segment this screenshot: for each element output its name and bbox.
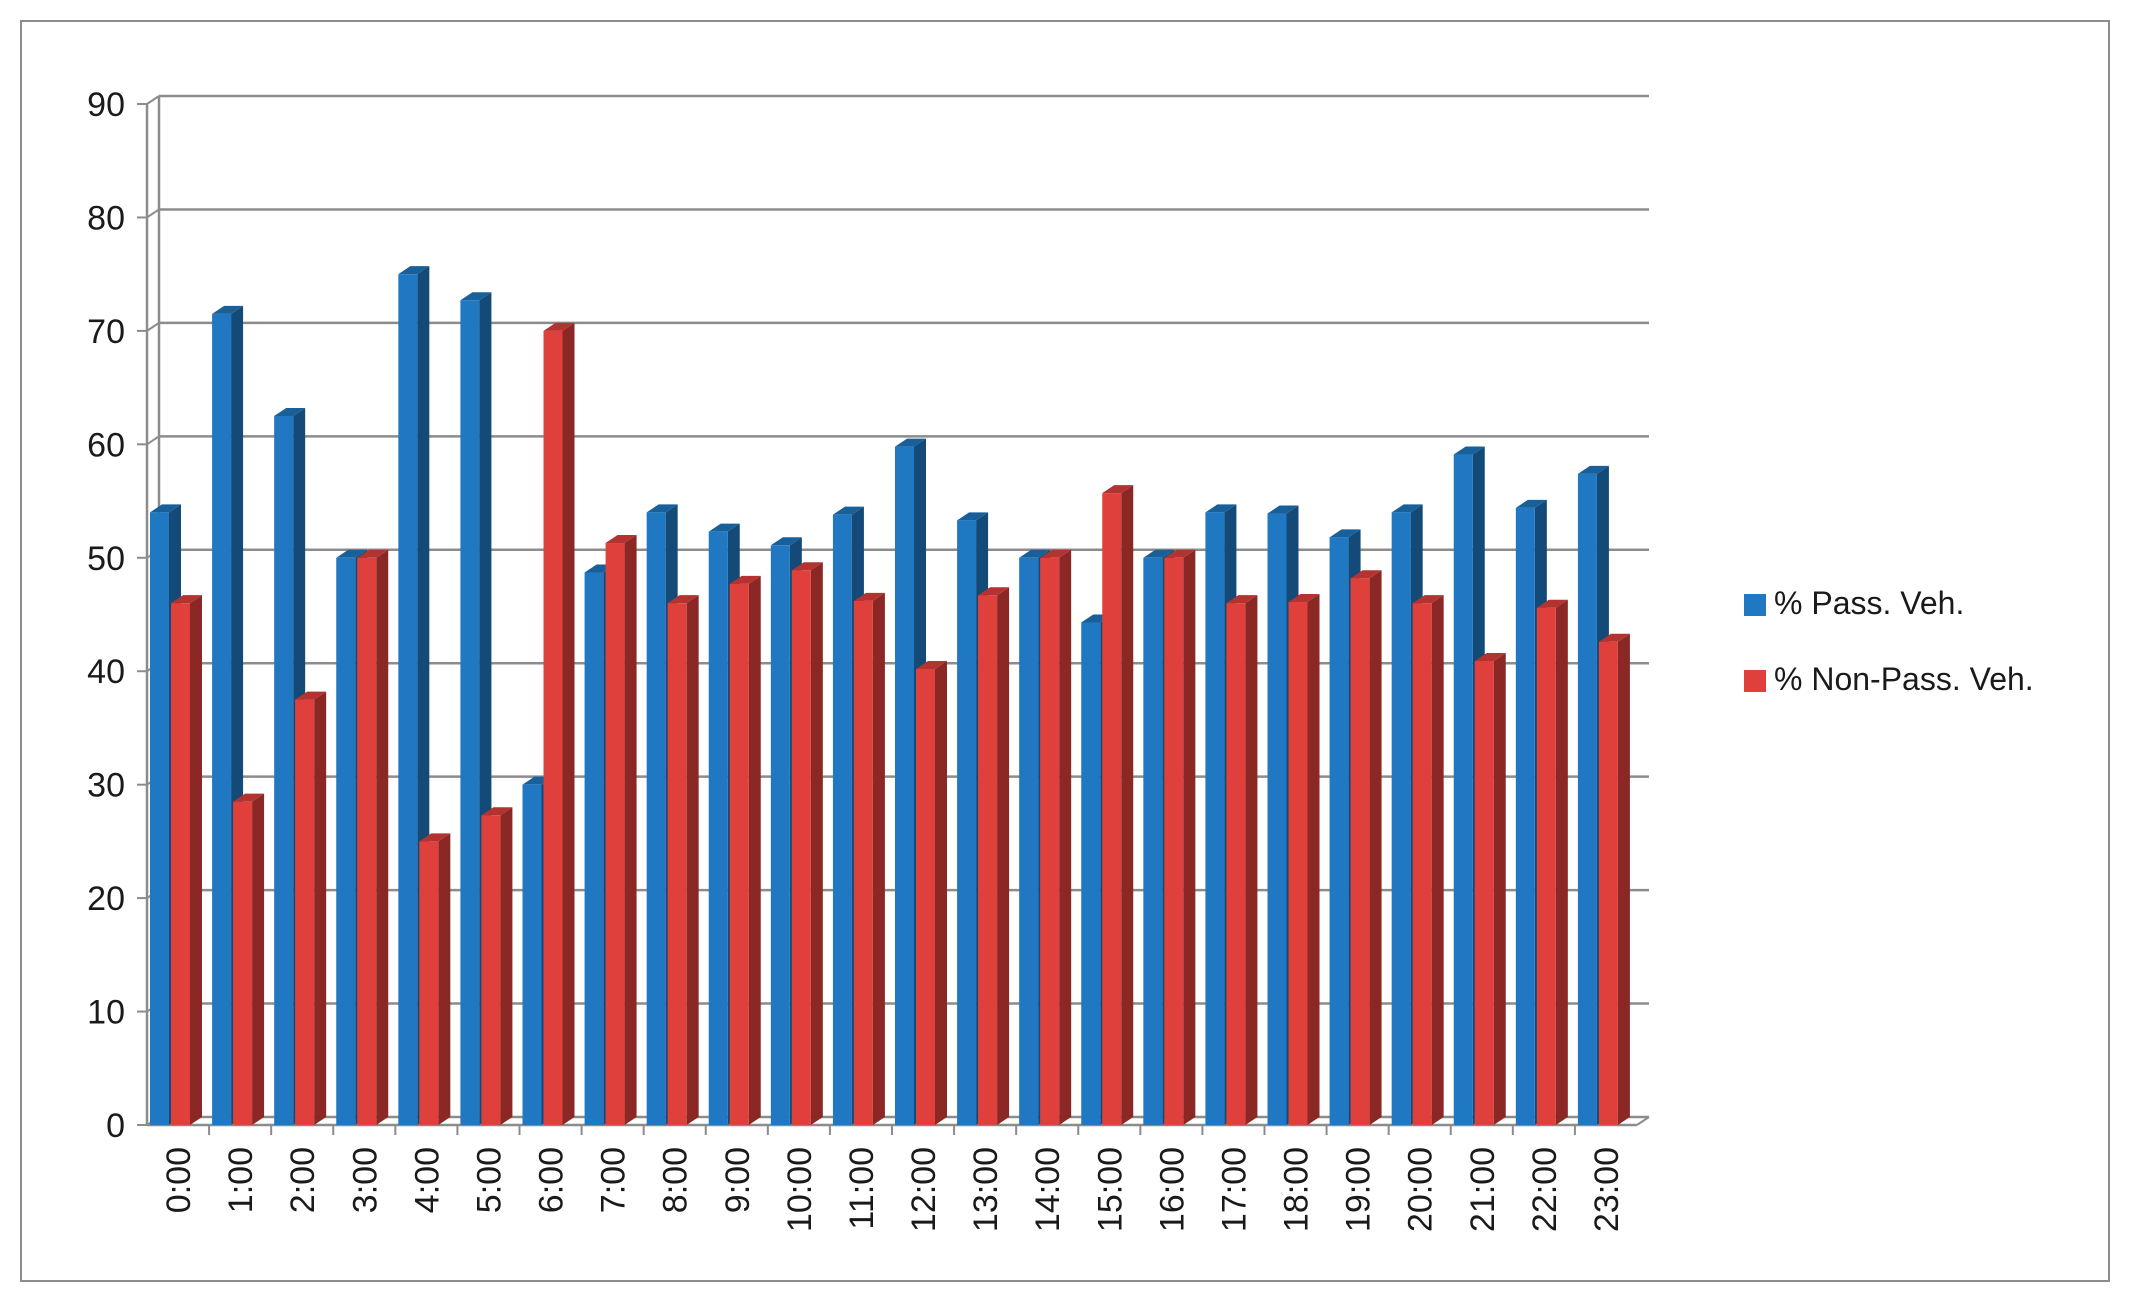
- y-tick-label: 80: [87, 199, 125, 237]
- x-tick-label: 15:00: [1091, 1147, 1129, 1232]
- gridline-depth: [146, 95, 160, 105]
- x-tick-label: 14:00: [1029, 1147, 1067, 1232]
- y-tick-label: 60: [87, 426, 125, 464]
- gridline-depth: [146, 208, 160, 219]
- bar-non-pass-veh: [543, 322, 575, 1125]
- bar-non-pass-veh: [1412, 595, 1444, 1125]
- bar-non-pass-veh: [1598, 633, 1630, 1125]
- y-tick-label: 90: [87, 86, 125, 124]
- bar-non-pass-veh: [605, 535, 637, 1125]
- bar-non-pass-veh: [419, 833, 451, 1125]
- x-tick-label: 3:00: [346, 1147, 384, 1213]
- bar-non-pass-veh: [233, 793, 265, 1125]
- legend-swatch: [1744, 594, 1766, 616]
- x-tick-label: 9:00: [719, 1147, 757, 1213]
- x-tick-label: 16:00: [1153, 1147, 1191, 1232]
- x-tick-label: 19:00: [1340, 1147, 1378, 1232]
- bar-non-pass-veh: [978, 587, 1010, 1125]
- bar-non-pass-veh: [729, 575, 761, 1125]
- x-tick-label: 22:00: [1526, 1147, 1564, 1232]
- bar-non-pass-veh: [1536, 599, 1568, 1125]
- x-tick-label: 21:00: [1464, 1147, 1502, 1232]
- x-tick-label: 1:00: [222, 1147, 260, 1213]
- legend-swatch: [1744, 670, 1766, 692]
- bar-non-pass-veh: [481, 807, 513, 1125]
- x-tick-label: 18:00: [1278, 1147, 1316, 1232]
- bars: [150, 266, 1630, 1126]
- bar-non-pass-veh: [1102, 485, 1134, 1125]
- legend-item-non-pass-veh: % Non-Pass. Veh.: [1744, 661, 2034, 697]
- x-tick-label: 7:00: [595, 1147, 633, 1213]
- x-tick-label: 17:00: [1215, 1147, 1253, 1232]
- x-axis-tick-labels: 0:00 1:00 2:00 3:00 4:00 5:00 6:00 7:00 8:00 9:00…: [160, 1147, 1626, 1232]
- legend-label: % Non-Pass. Veh.: [1774, 661, 2034, 697]
- bar-non-pass-veh: [357, 549, 389, 1125]
- bar-non-pass-veh: [171, 595, 202, 1125]
- x-tick-label: 23:00: [1588, 1147, 1626, 1232]
- gridline-depth: [146, 322, 160, 332]
- bar-non-pass-veh: [791, 562, 823, 1125]
- bar-non-pass-veh: [1288, 594, 1320, 1125]
- gridline-depth: [146, 435, 160, 446]
- x-tick-label: 6:00: [533, 1147, 571, 1213]
- bar-non-pass-veh: [1040, 549, 1072, 1125]
- x-tick-label: 10:00: [781, 1147, 819, 1232]
- bar-non-pass-veh: [853, 592, 885, 1125]
- bar-non-pass-veh: [667, 595, 699, 1125]
- x-tick-label: 2:00: [284, 1147, 322, 1213]
- bar-non-pass-veh: [916, 660, 947, 1125]
- x-tick-label: 5:00: [470, 1147, 508, 1213]
- bar-chart: 0 10 20 30 40 50 60 70 80 90 0:00 1:00 2:00 3:00 4:00…: [87, 86, 2034, 1232]
- x-tick-label: 4:00: [408, 1147, 446, 1213]
- bar-non-pass-veh: [1226, 595, 1258, 1125]
- x-tick-label: 11:00: [843, 1147, 881, 1230]
- bar-non-pass-veh: [1164, 549, 1196, 1125]
- y-tick-label: 70: [87, 313, 125, 351]
- y-tick-label: 0: [106, 1107, 125, 1145]
- x-tick-label: 0:00: [160, 1147, 198, 1213]
- x-tick-label: 20:00: [1402, 1147, 1440, 1232]
- x-axis-depth: [1636, 1116, 1650, 1126]
- bar-non-pass-veh: [1350, 570, 1382, 1125]
- legend: % Pass. Veh. % Non-Pass. Veh.: [1744, 585, 2034, 697]
- y-tick-label: 20: [87, 880, 125, 918]
- legend-item-pass-veh: % Pass. Veh.: [1744, 585, 1964, 621]
- legend-label: % Pass. Veh.: [1774, 585, 1964, 621]
- x-tick-label: 8:00: [657, 1147, 695, 1213]
- bar-non-pass-veh: [295, 691, 327, 1125]
- y-tick-label: 50: [87, 540, 125, 578]
- y-tick-label: 30: [87, 767, 125, 805]
- x-tick-label: 13:00: [967, 1147, 1005, 1232]
- y-tick-label: 10: [87, 994, 125, 1032]
- x-tick-label: 12:00: [905, 1147, 943, 1232]
- bar-non-pass-veh: [1474, 653, 1506, 1125]
- y-tick-label: 40: [87, 653, 125, 691]
- chart-frame: 0 10 20 30 40 50 60 70 80 90 0:00 1:00 2:00 3:00 4:00…: [20, 20, 2110, 1282]
- y-axis-tick-labels: 0 10 20 30 40 50 60 70 80 90: [87, 86, 125, 1145]
